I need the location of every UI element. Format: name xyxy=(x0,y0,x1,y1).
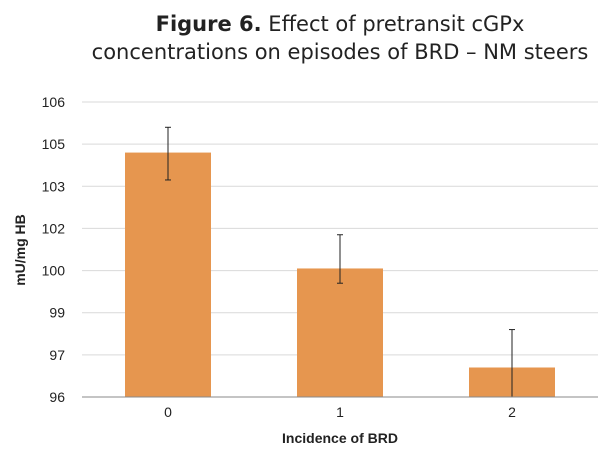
title-figure-label: Figure 6. xyxy=(155,12,262,36)
y-tick-label: 96 xyxy=(49,389,65,405)
bar xyxy=(297,268,383,397)
y-axis-title: mU/mg HB xyxy=(12,214,28,286)
x-tick-label: 2 xyxy=(508,404,516,420)
title-line-1: Effect of pretransit cGPx xyxy=(261,12,525,36)
y-tick-label: 102 xyxy=(42,220,66,236)
bars xyxy=(125,152,555,397)
x-tick-label: 0 xyxy=(164,404,172,420)
x-tick-label: 1 xyxy=(336,404,344,420)
y-tick-label: 97 xyxy=(49,347,65,363)
y-tick-label: 103 xyxy=(42,178,66,194)
title-line-2: concentrations on episodes of BRD – NM s… xyxy=(91,40,589,64)
y-tick-label: 106 xyxy=(42,94,66,110)
bar xyxy=(125,152,211,397)
x-axis-ticks: 0 1 2 xyxy=(164,404,516,420)
chart-title: Figure 6. Effect of pretransit cGPx conc… xyxy=(0,10,612,66)
x-axis-title: Incidence of BRD xyxy=(282,430,398,446)
y-axis-ticks: 96 97 99 100 102 103 105 106 xyxy=(42,94,66,405)
y-tick-label: 105 xyxy=(42,136,66,152)
error-bars xyxy=(165,126,515,398)
y-tick-label: 100 xyxy=(42,263,66,279)
y-tick-label: 99 xyxy=(49,305,65,321)
